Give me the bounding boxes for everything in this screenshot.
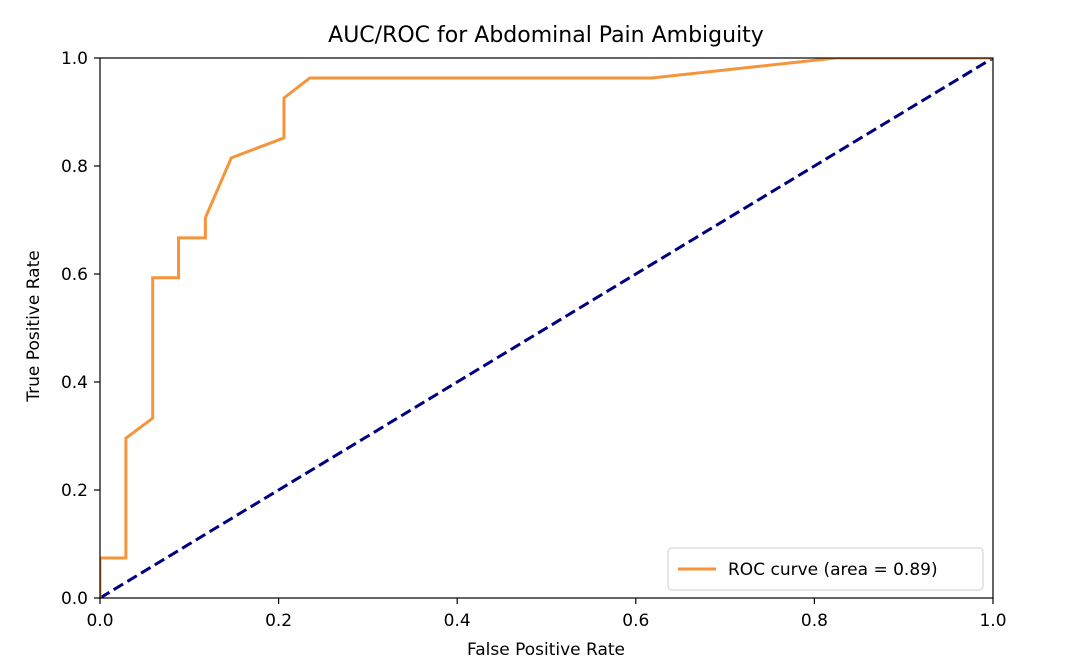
x-tick-label: 0.8 bbox=[801, 611, 828, 631]
series-group bbox=[100, 58, 993, 598]
x-tick-label: 0.4 bbox=[444, 611, 471, 631]
axes-frame bbox=[99, 57, 994, 599]
x-tick-label: 1.0 bbox=[979, 611, 1006, 631]
chart-title: AUC/ROC for Abdominal Pain Ambiguity bbox=[328, 23, 764, 48]
plot-area bbox=[99, 57, 994, 599]
x-axis-ticks: 0.0 0.2 0.4 0.6 0.8 1.0 bbox=[86, 598, 1007, 631]
roc-curve-line bbox=[100, 58, 993, 598]
y-tick-label: 0.6 bbox=[61, 265, 88, 285]
x-tick-label: 0.2 bbox=[265, 611, 292, 631]
y-tick-label: 1.0 bbox=[61, 49, 88, 69]
y-tick-label: 0.0 bbox=[61, 589, 88, 609]
y-axis-label: True Positive Rate bbox=[24, 250, 44, 402]
x-axis-label: False Positive Rate bbox=[467, 640, 625, 660]
x-tick-label: 0.6 bbox=[622, 611, 649, 631]
y-tick-label: 0.4 bbox=[61, 373, 88, 393]
y-axis-ticks: 0.0 0.2 0.4 0.6 0.8 1.0 bbox=[61, 49, 100, 609]
legend: ROC curve (area = 0.89) bbox=[667, 547, 984, 591]
chance-line bbox=[100, 58, 993, 598]
legend-label: ROC curve (area = 0.89) bbox=[728, 560, 938, 580]
y-tick-label: 0.8 bbox=[61, 157, 88, 177]
y-tick-label: 0.2 bbox=[61, 481, 88, 501]
x-tick-label: 0.0 bbox=[86, 611, 113, 631]
legend-box bbox=[667, 547, 984, 591]
